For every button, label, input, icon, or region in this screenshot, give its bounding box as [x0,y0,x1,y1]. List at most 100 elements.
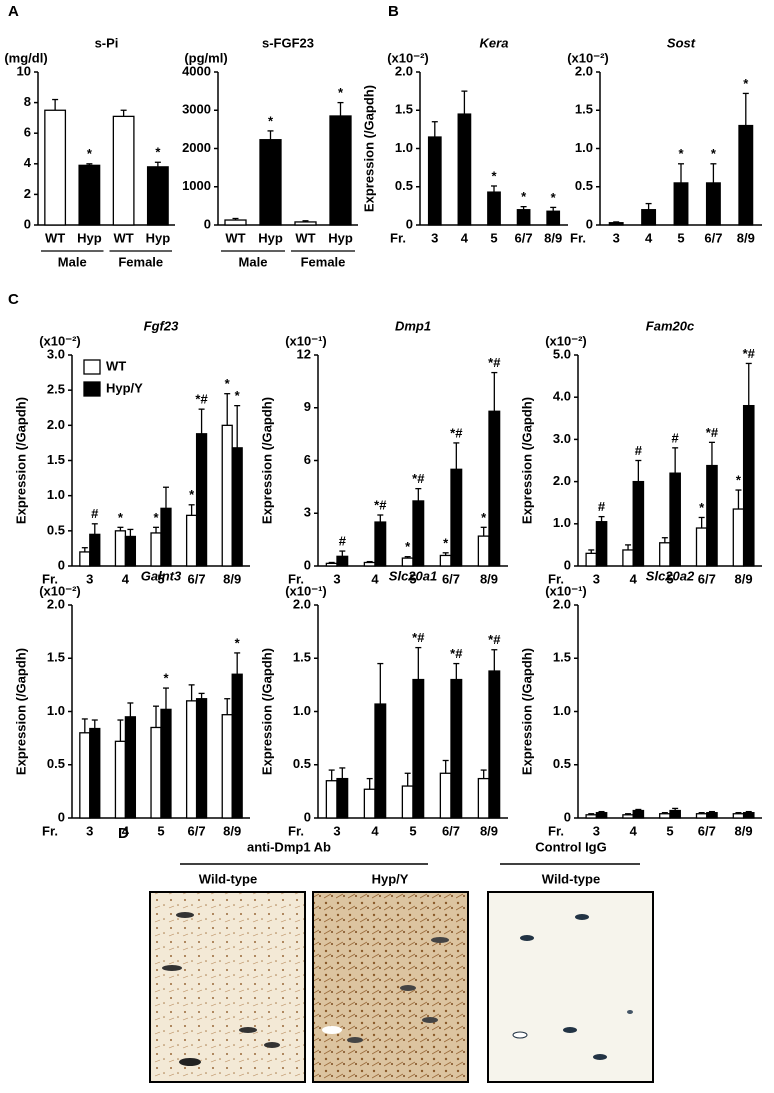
x-tick-label: 5 [409,823,416,838]
bar [488,670,501,819]
x-tick-label: 5 [409,571,416,586]
x-tick-label: 8/9 [735,823,753,838]
chart-title: s-Pi [95,35,119,50]
significance-marker: * [118,510,124,525]
y-tick-label: 1.0 [553,515,571,530]
significance-marker: * [405,539,411,554]
bar [89,727,101,819]
bar [336,777,349,819]
significance-marker: * [225,376,231,391]
y-tick-label: 0 [564,557,571,572]
chart-title: s-FGF23 [262,35,314,50]
bar [231,673,243,819]
legend-label: Hyp/Y [106,380,143,395]
bar [44,109,67,226]
bar [114,530,127,567]
group-label: Control IgG [535,839,607,854]
x-tick-label: 3 [431,230,438,245]
x-axis-label: Fr. [548,571,564,586]
y-tick-label: 1.0 [47,703,65,718]
significance-marker: * [189,487,195,502]
bar [673,182,689,226]
significance-marker: * [736,472,742,487]
significance-marker: * [153,510,159,525]
legend-swatch [83,359,101,375]
y-tick-label: 12 [297,346,311,361]
y-tick-label: 0 [24,216,31,231]
bar [160,708,172,819]
significance-marker: *# [743,346,756,361]
bar [124,716,137,819]
y-tick-label: 1.5 [395,102,413,117]
x-axis-label: Fr. [42,571,58,586]
x-tick-label: WT [45,230,65,245]
bar [231,447,243,567]
y-axis-label: Expression (/Gapdh) [259,648,274,775]
chart-title: Fam20c [646,318,695,333]
x-tick-label: 4 [371,571,379,586]
x-tick-label: 8/9 [223,571,241,586]
unit-label: (x10⁻²) [567,50,609,65]
y-axis-label: Expression (/Gapdh) [259,397,274,524]
image-label: Wild-type [199,871,257,886]
panel-label: A [8,3,19,20]
x-axis-label: Fr. [390,230,406,245]
y-tick-label: 0 [406,216,413,231]
micrograph [312,891,469,1083]
bar [695,813,708,819]
significance-marker: *# [450,646,463,661]
micrograph [149,891,306,1083]
y-tick-label: 0.5 [395,178,413,193]
x-tick-label: 6/7 [704,230,722,245]
legend-label: WT [106,358,126,373]
x-axis-label: Fr. [570,230,586,245]
x-tick-label: 8/9 [223,823,241,838]
chart-title: Slc20a1 [389,568,437,583]
x-tick-label: 8/9 [737,230,755,245]
bar [669,472,681,567]
significance-marker: * [268,113,274,128]
significance-marker: # [598,499,606,514]
bar [150,726,162,819]
x-tick-label: 5 [666,823,673,838]
panel-label: C [8,291,19,308]
bar [114,740,127,819]
bar [742,812,755,819]
significance-marker: * [521,189,527,204]
bar [89,533,101,567]
y-tick-label: 8 [24,94,31,109]
significance-marker: *# [412,471,425,486]
significance-marker: *# [195,392,208,407]
significance-marker: *# [374,497,387,512]
bar [585,552,598,567]
significance-marker: * [551,190,557,205]
y-tick-label: 4000 [182,63,211,78]
bar [595,812,608,819]
y-axis-label: Expression (/Gapdh) [13,397,28,524]
unit-label: (mg/dl) [4,50,47,65]
bar [221,424,233,567]
bar [401,557,414,567]
y-tick-label: 0 [204,216,211,231]
bar [325,562,338,567]
significance-marker: * [338,85,344,100]
y-tick-label: 6 [24,125,31,140]
bar [732,813,745,819]
y-tick-label: 1.0 [47,487,65,502]
y-tick-label: 9 [304,399,311,414]
legend-swatch [83,381,101,397]
significance-marker: *# [488,355,501,370]
bar [185,514,198,567]
bar [412,678,425,819]
x-tick-label: 4 [371,823,379,838]
bar [457,113,472,226]
y-axis-label: Expression (/Gapdh) [519,648,534,775]
chart-title: Kera [480,35,509,50]
bar [363,561,376,567]
chart-title: Slc20a2 [646,568,695,583]
y-tick-label: 0 [304,809,311,824]
bar [195,433,208,567]
bar [374,521,387,567]
bar [160,507,172,567]
